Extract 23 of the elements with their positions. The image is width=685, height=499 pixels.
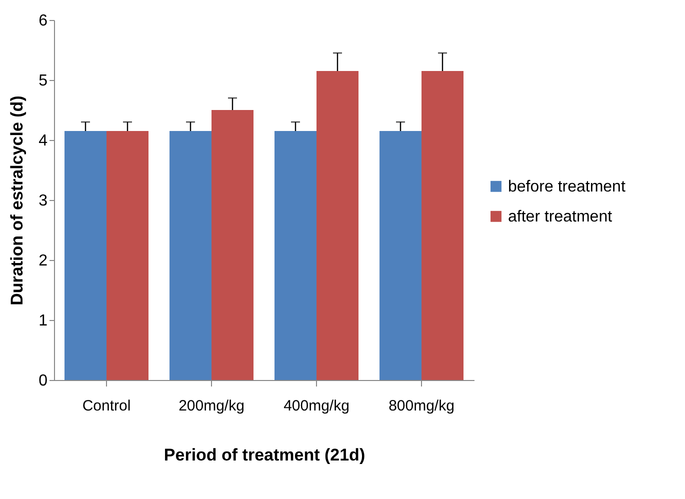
y-tick-label: 0 — [38, 372, 48, 390]
y-tick-label: 2 — [38, 252, 48, 270]
bar — [274, 131, 316, 380]
bar — [380, 131, 422, 380]
x-tick-label: 400mg/kg — [284, 398, 350, 414]
y-tick-label: 4 — [38, 132, 48, 150]
y-tick-label: 5 — [38, 72, 48, 90]
bar — [106, 131, 148, 380]
x-tick-label: 200mg/kg — [178, 398, 244, 414]
bar — [422, 71, 464, 380]
legend-label: after treatment — [508, 208, 613, 226]
x-tick-label: Control — [82, 398, 131, 414]
x-axis-title: Period of treatment (21d) — [164, 446, 366, 464]
y-tick-label: 6 — [38, 12, 48, 30]
y-axis-title: Duration of estralcycle (d) — [8, 96, 27, 306]
bar — [64, 131, 106, 380]
x-tick-label: 800mg/kg — [388, 398, 454, 414]
y-tick-label: 3 — [38, 192, 48, 210]
bar — [316, 71, 358, 380]
bar — [212, 110, 254, 380]
legend-label: before treatment — [508, 178, 626, 196]
bar — [170, 131, 212, 380]
y-tick-label: 1 — [38, 312, 48, 330]
